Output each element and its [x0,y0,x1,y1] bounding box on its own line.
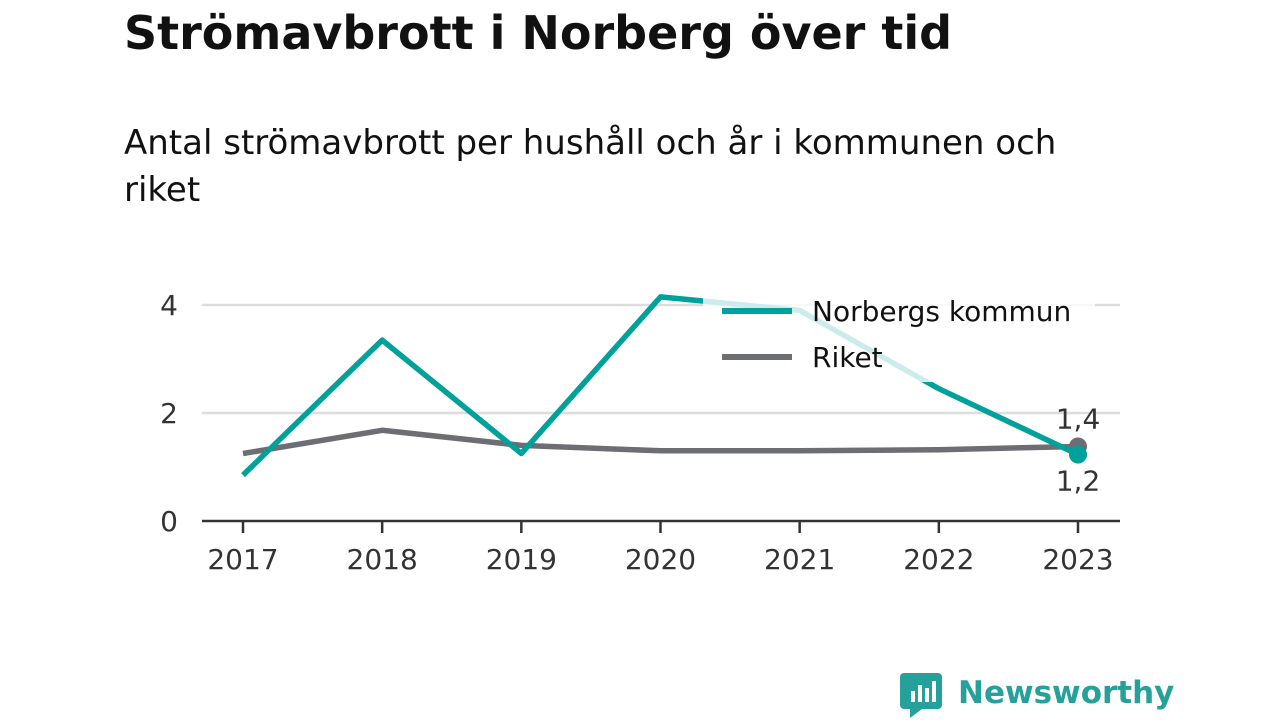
x-axis-ticks: 2017 2018 2019 2020 2021 2022 2023 [207,521,1114,576]
x-tick-label: 2021 [764,543,835,576]
legend-label: Norbergs kommun [812,295,1071,328]
newsworthy-logo-text: Newsworthy [958,675,1174,711]
y-tick-label: 0 [160,505,178,538]
series-line-riket [242,427,1079,457]
x-tick-label: 2017 [207,543,278,576]
chart-title: Strömavbrott i Norberg över tid [124,6,953,60]
data-point [1069,445,1087,464]
x-tick-label: 2020 [625,543,696,576]
y-tick-label: 2 [160,397,178,430]
y-axis-ticks: 0 2 4 [160,289,178,538]
x-tick-label: 2018 [347,543,418,576]
x-tick-label: 2022 [903,543,974,576]
chart-subtitle: Antal strömavbrott per hushåll och år i … [124,123,1057,210]
series-lines [241,294,1087,478]
newsworthy-logo: Newsworthy [900,673,1174,718]
y-tick-label: 4 [160,289,178,322]
legend: Norbergs kommun Riket [703,282,1095,382]
x-tick-label: 2019 [486,543,557,576]
newsworthy-logo-icon [900,673,942,718]
x-tick-label: 2023 [1042,543,1113,576]
series-line-norbergs-kommun [241,294,1080,478]
end-value-label-norbergs-kommun: 1,2 [1056,465,1101,498]
legend-background [703,282,1095,382]
legend-label: Riket [812,341,883,374]
end-value-labels: 1,4 1,2 [1056,402,1101,497]
end-value-label-riket: 1,4 [1056,402,1101,435]
